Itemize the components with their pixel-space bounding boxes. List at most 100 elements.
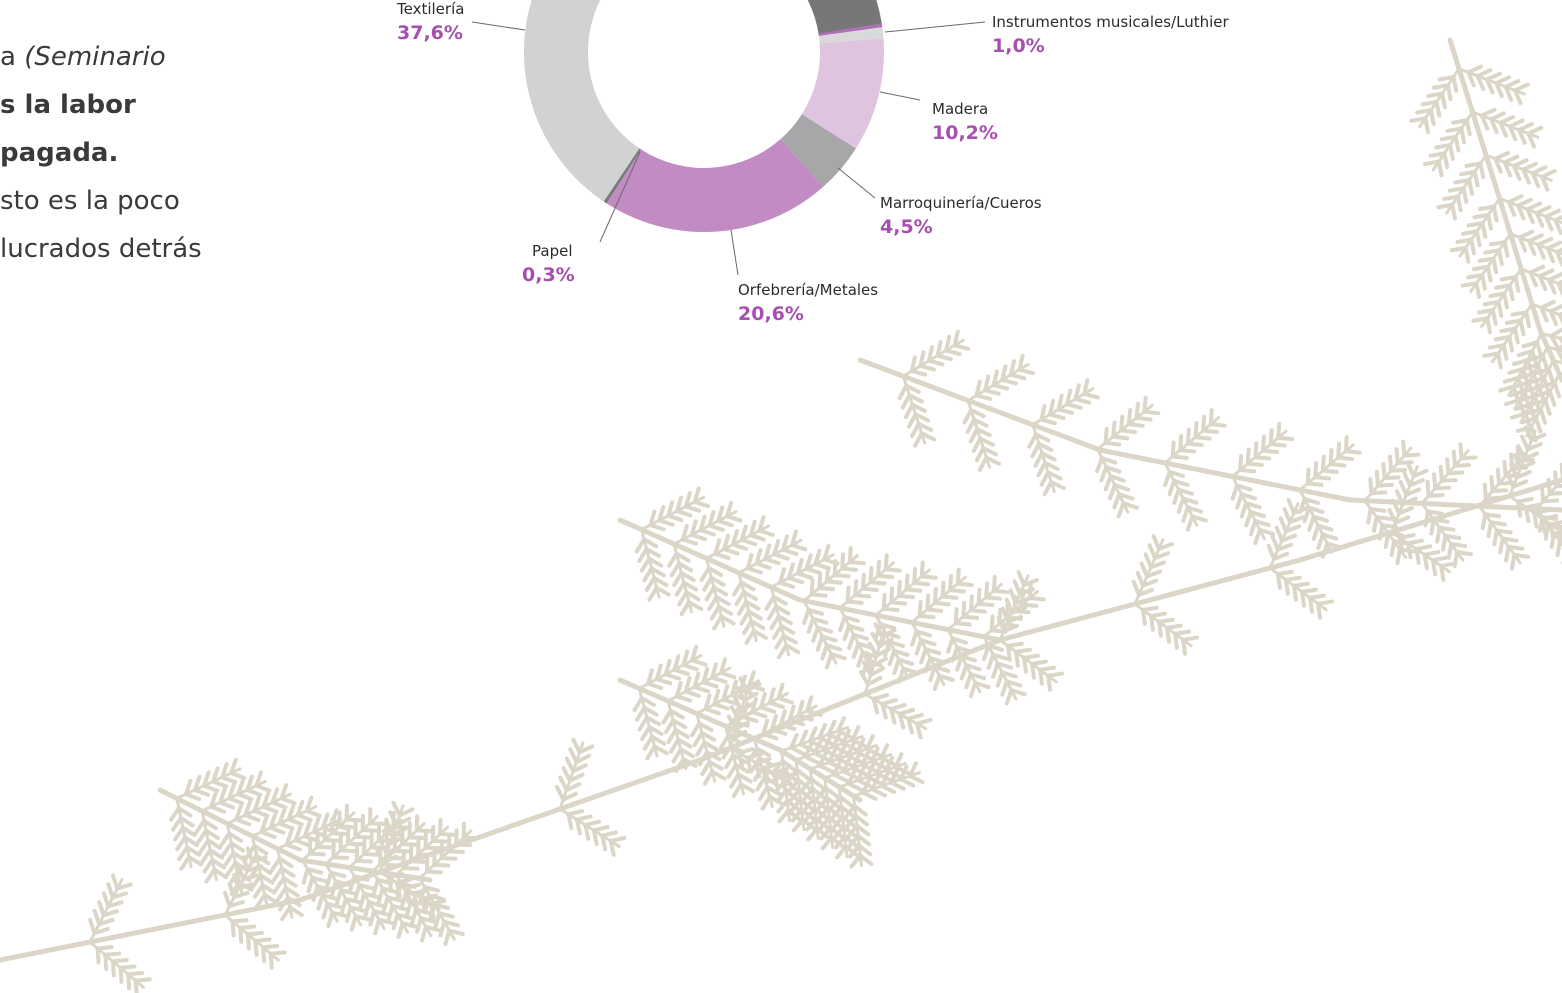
leaflet bbox=[1159, 620, 1173, 622]
leaflet bbox=[298, 815, 311, 820]
leaflet bbox=[695, 687, 708, 691]
leaflet bbox=[752, 712, 765, 716]
leaflet bbox=[90, 920, 94, 933]
leaflet bbox=[347, 907, 351, 920]
leaflet bbox=[809, 619, 813, 632]
leaflet bbox=[1294, 586, 1296, 600]
leaflet bbox=[347, 820, 361, 821]
leaflet bbox=[370, 911, 374, 924]
leaflet bbox=[910, 776, 923, 782]
leaflet bbox=[196, 821, 204, 833]
leaflet bbox=[743, 717, 756, 721]
leaflet bbox=[1040, 668, 1054, 670]
leaflet bbox=[1411, 118, 1425, 120]
leaflet bbox=[1076, 399, 1090, 403]
leaflet bbox=[204, 860, 212, 872]
leaflet bbox=[1485, 514, 1499, 516]
leaflet bbox=[1512, 555, 1514, 569]
leaflet bbox=[701, 530, 714, 534]
leaflet bbox=[965, 410, 972, 422]
leaflet bbox=[1512, 468, 1526, 469]
leaflet bbox=[979, 604, 993, 605]
leaflet bbox=[222, 777, 235, 782]
leaflet bbox=[1528, 128, 1541, 134]
leaflet bbox=[993, 664, 997, 677]
leaflet bbox=[1510, 121, 1523, 127]
leaflet bbox=[248, 933, 262, 934]
category-label: Instrumentos musicales/Luthier bbox=[992, 13, 1229, 31]
leaflet bbox=[436, 913, 440, 926]
leaflet bbox=[1277, 528, 1282, 541]
leaflet bbox=[1506, 81, 1519, 87]
leaflet bbox=[842, 568, 856, 569]
leaflet bbox=[355, 885, 359, 898]
leaflet bbox=[1281, 518, 1286, 531]
leaflet bbox=[341, 850, 355, 851]
leaflet bbox=[714, 616, 721, 628]
leaflet bbox=[350, 876, 354, 889]
leaflet bbox=[1388, 533, 1402, 535]
leaflet bbox=[937, 356, 951, 360]
leaflet bbox=[240, 927, 254, 928]
leaflet bbox=[827, 581, 841, 582]
leaflet bbox=[907, 589, 921, 590]
donut-segment bbox=[607, 139, 823, 232]
leaflet bbox=[850, 548, 851, 562]
leaflet bbox=[903, 395, 910, 407]
leaflet bbox=[702, 762, 709, 774]
leaflet bbox=[871, 582, 885, 583]
leaflet bbox=[744, 621, 751, 633]
leaflet bbox=[1455, 180, 1469, 182]
leaflet bbox=[380, 864, 394, 865]
leaflet bbox=[1048, 676, 1050, 690]
value-label: 10,2% bbox=[932, 122, 998, 144]
leaflet bbox=[757, 564, 770, 568]
leaflet bbox=[679, 592, 686, 604]
leaflet bbox=[734, 582, 741, 594]
leaflet bbox=[1514, 160, 1527, 166]
leaflet bbox=[672, 563, 679, 575]
leaflet bbox=[1255, 443, 1256, 457]
leaflet bbox=[1024, 658, 1026, 672]
leaflet bbox=[712, 678, 725, 682]
leaflet bbox=[570, 749, 576, 762]
leaflet bbox=[1211, 424, 1225, 425]
leaflet bbox=[223, 843, 231, 855]
leaflet bbox=[611, 838, 625, 841]
leaflet bbox=[709, 597, 716, 609]
leaflet bbox=[1233, 485, 1237, 498]
leaflet bbox=[1142, 564, 1147, 577]
leaflet bbox=[1476, 283, 1479, 297]
leaflet bbox=[980, 458, 987, 470]
leaflet bbox=[1269, 546, 1274, 559]
leaflet bbox=[1039, 463, 1046, 475]
leaflet bbox=[906, 405, 913, 417]
leaflet bbox=[1466, 248, 1469, 262]
leaflet bbox=[568, 814, 571, 828]
leaflet bbox=[922, 562, 923, 576]
leaflet bbox=[1007, 617, 1021, 618]
leaflet bbox=[1487, 74, 1500, 80]
leaflet bbox=[812, 594, 826, 595]
leaflet bbox=[1537, 207, 1550, 213]
leaflet bbox=[1151, 614, 1165, 616]
leaflet bbox=[637, 539, 644, 551]
leaflet bbox=[1518, 447, 1519, 461]
leaflet bbox=[1016, 650, 1030, 652]
leaflet bbox=[914, 583, 928, 584]
leaflet bbox=[1491, 113, 1504, 119]
leaflet bbox=[994, 385, 1008, 389]
leaflet bbox=[1019, 370, 1033, 374]
leaflet bbox=[1338, 458, 1352, 459]
leaflet bbox=[179, 847, 187, 859]
leaflet bbox=[878, 562, 879, 576]
leaflet bbox=[901, 779, 914, 785]
leaflet bbox=[1552, 533, 1554, 547]
leaflet bbox=[1447, 129, 1461, 131]
leaflet bbox=[1467, 163, 1481, 165]
leaflet bbox=[442, 858, 456, 859]
leaflet bbox=[433, 841, 447, 842]
leaflet bbox=[1452, 205, 1455, 219]
leaflet bbox=[971, 429, 978, 441]
leaflet bbox=[1447, 459, 1448, 473]
